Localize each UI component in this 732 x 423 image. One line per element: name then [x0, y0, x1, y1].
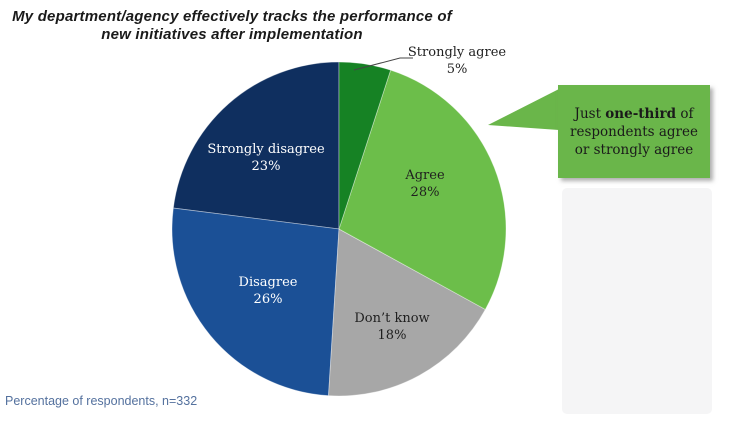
pie-slice-agree — [338, 69, 507, 310]
callout-text-bold: one-third — [605, 105, 677, 122]
callout-text-prefix: Just — [574, 105, 606, 122]
background-panel — [562, 188, 712, 414]
callout-text-suffix: of respondents agree or strongly agree — [570, 105, 698, 158]
pie-label-strongly-disagree: Strongly disagree 23% — [207, 141, 324, 175]
pie-label-dont-know: Don’t know 18% — [354, 310, 429, 344]
pie-label-disagree-pct: 26% — [253, 292, 283, 307]
pie-slice-strongly-agree — [338, 61, 392, 230]
pie-label-strongly-agree-pct: 5% — [446, 62, 468, 77]
pie-slice-disagree — [171, 207, 340, 397]
pie-label-strongly-disagree-pct: 23% — [251, 159, 281, 174]
pie-label-agree-pct: 28% — [410, 185, 440, 200]
leader-line — [353, 57, 413, 71]
pie-label-disagree: Disagree 26% — [239, 274, 298, 308]
callout-tail — [488, 89, 559, 130]
callout-text: Just one-third of respondents agree or s… — [558, 105, 710, 159]
chart-title-line2: new initiatives after implementation — [101, 26, 363, 43]
pie-label-dont-know-text: Don’t know — [354, 311, 430, 326]
pie-label-agree: Agree 28% — [405, 167, 444, 201]
chart-title-line1: My department/agency effectively tracks … — [12, 8, 452, 25]
pie-slice-don-t-know — [328, 228, 486, 397]
pie-label-disagree-text: Disagree — [238, 275, 298, 290]
pie-label-strongly-agree: Strongly agree 5% — [408, 44, 506, 78]
pie-label-strongly-agree-text: Strongly agree — [407, 45, 507, 60]
chart-title: My department/agency effectively tracks … — [0, 8, 464, 44]
callout-bubble: Just one-third of respondents agree or s… — [558, 85, 710, 178]
pie-slice-strongly-disagree — [172, 61, 340, 230]
footnote: Percentage of respondents, n=332 — [5, 394, 198, 408]
pie-label-agree-text: Agree — [405, 168, 445, 183]
pie-label-dont-know-pct: 18% — [377, 328, 407, 343]
pie-label-strongly-disagree-text: Strongly disagree — [207, 142, 325, 157]
